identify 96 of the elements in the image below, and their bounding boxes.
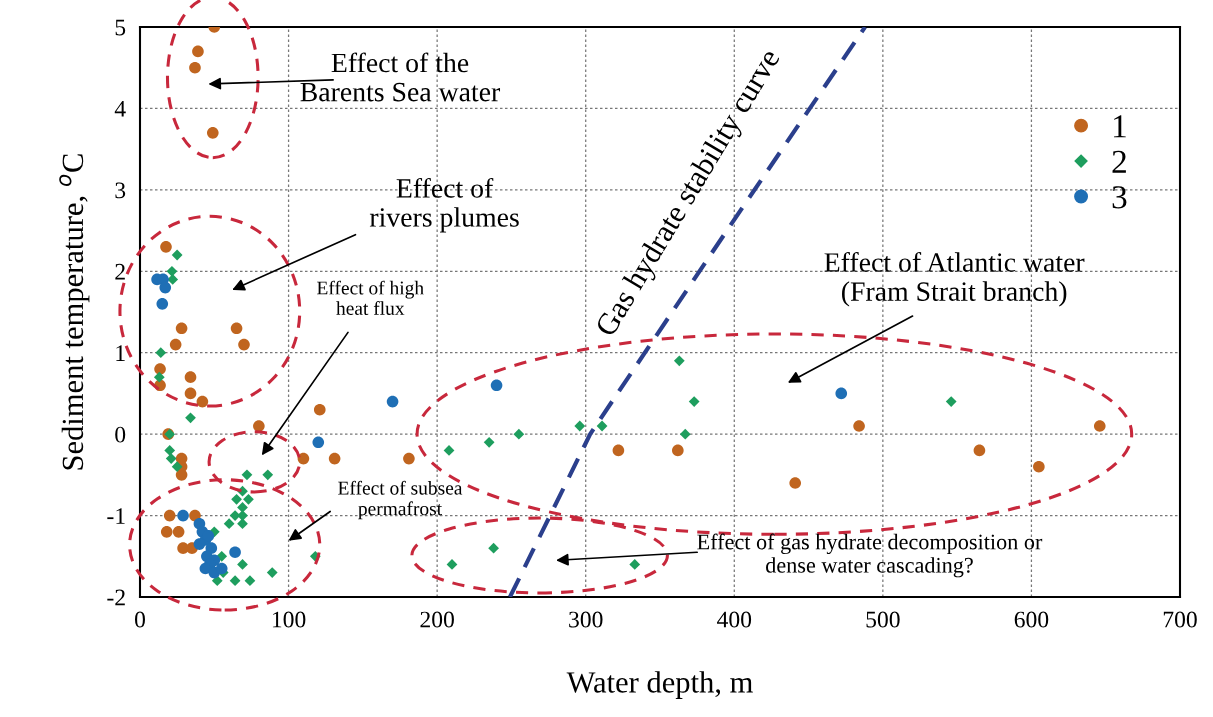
legend-label: 1 [1114,115,1126,138]
x-tick-label: 700 [1163,611,1197,628]
point [237,559,248,570]
point [672,444,684,457]
y-tick-label: 3 [115,182,126,199]
point [154,363,166,375]
point [244,575,256,587]
point [163,509,176,522]
point [629,559,641,570]
point [229,546,241,559]
point [1033,460,1045,473]
point [243,493,254,505]
point [159,281,172,294]
point [160,526,173,538]
point [171,249,183,261]
x-tick-label: 400 [717,611,752,628]
y-tick-label: 5 [115,19,126,36]
point [184,371,197,383]
point [230,322,243,335]
point [175,322,188,335]
point [184,387,197,400]
annotation: Effect of gas hydrate decomposition or dense water cascading? [697,533,1043,578]
y-tick-label: 2 [115,263,125,280]
point [172,526,185,538]
point [153,371,165,383]
point [196,395,209,408]
annotation: Effect of high heat flux [317,280,424,315]
point [192,45,204,58]
point [223,518,235,530]
x-tick-label: 200 [420,611,454,628]
point [166,265,178,277]
point [215,562,228,575]
point [160,241,172,253]
legend-label: 2 [1112,150,1126,173]
point [177,509,189,522]
point [789,477,802,489]
point [206,127,219,139]
point [167,274,179,285]
point [164,445,176,456]
point [165,453,177,464]
point [945,396,957,407]
point [171,461,183,473]
point [612,444,625,457]
point [262,469,274,481]
annotation: Effect of Atlantic water (Fram Strait branch) [824,252,1085,307]
point [238,338,250,351]
point [241,469,253,481]
point [231,493,242,505]
point [835,387,848,400]
point [237,502,248,513]
point [490,379,503,392]
point [312,436,325,449]
y-tick-label: 1 [116,345,125,361]
x-axis-title: Water depth, m [566,671,753,699]
point [313,403,326,416]
point [229,575,241,587]
point [156,298,169,310]
y-axis-title: Sediment temperature, $^{o}$C [59,154,90,470]
point [973,444,986,457]
x-tick-label: 100 [272,611,306,628]
point [596,420,608,432]
x-tick-label: 600 [1014,611,1049,628]
y-tick-label: -2 [107,589,125,606]
point [169,338,182,351]
x-tick-label: 500 [866,611,900,628]
y-tick-label: 0 [115,426,126,443]
y-tick-label: 4 [114,101,126,117]
x-tick-label: 300 [569,611,603,628]
point [328,452,341,465]
point [688,396,700,407]
point [155,347,167,359]
annotation: Effect of rivers plumes [369,177,519,233]
point [386,395,399,408]
point [237,518,248,530]
point [513,428,525,440]
point [175,469,188,481]
point [266,567,278,578]
point [673,355,685,367]
x-tick-label: 0 [135,611,145,628]
point [1093,420,1106,432]
point [853,420,865,432]
annotation: Effect of subsea permafrost [338,480,463,520]
point [679,428,691,440]
point [488,542,499,554]
point [185,412,196,424]
point [237,510,248,521]
point [297,452,310,465]
point [253,420,265,432]
legend-label: 3 [1112,186,1127,209]
point [193,538,206,550]
point [189,61,201,74]
point [403,452,415,465]
y-tick-label: -1 [107,508,125,524]
point [574,420,586,432]
annotation: Effect of the Barents Sea water [300,52,501,102]
point [483,436,495,448]
